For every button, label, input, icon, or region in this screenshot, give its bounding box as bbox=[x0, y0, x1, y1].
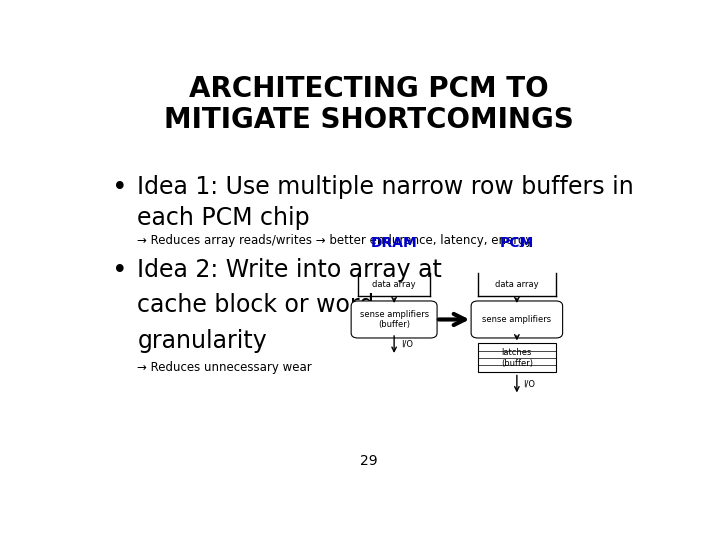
Text: sense amplifiers
(buffer): sense amplifiers (buffer) bbox=[359, 310, 428, 329]
Text: granularity: granularity bbox=[138, 329, 267, 353]
Text: PCM: PCM bbox=[500, 236, 534, 250]
Bar bbox=[478, 343, 556, 373]
FancyBboxPatch shape bbox=[471, 301, 562, 338]
Text: latches
(buffer): latches (buffer) bbox=[501, 348, 533, 368]
Text: DRAM: DRAM bbox=[371, 236, 418, 250]
FancyBboxPatch shape bbox=[351, 301, 437, 338]
Text: each PCM chip: each PCM chip bbox=[138, 206, 310, 230]
Text: I/O: I/O bbox=[401, 340, 413, 349]
Text: sense amplifiers: sense amplifiers bbox=[482, 315, 552, 324]
Text: data array: data array bbox=[372, 280, 416, 289]
Text: I/O: I/O bbox=[523, 380, 536, 388]
Text: data array: data array bbox=[495, 280, 539, 289]
Text: Idea 1: Use multiple narrow row buffers in: Idea 1: Use multiple narrow row buffers … bbox=[138, 175, 634, 199]
Text: ARCHITECTING PCM TO
MITIGATE SHORTCOMINGS: ARCHITECTING PCM TO MITIGATE SHORTCOMING… bbox=[164, 75, 574, 134]
Text: •: • bbox=[112, 175, 128, 201]
Text: → Reduces array reads/writes → better endurance, latency, energy: → Reduces array reads/writes → better en… bbox=[138, 234, 533, 247]
Text: •: • bbox=[112, 258, 128, 284]
Text: cache block or word: cache block or word bbox=[138, 294, 374, 318]
Text: → Reduces unnecessary wear: → Reduces unnecessary wear bbox=[138, 361, 312, 374]
Text: 29: 29 bbox=[360, 454, 378, 468]
Text: Idea 2: Write into array at: Idea 2: Write into array at bbox=[138, 258, 442, 282]
